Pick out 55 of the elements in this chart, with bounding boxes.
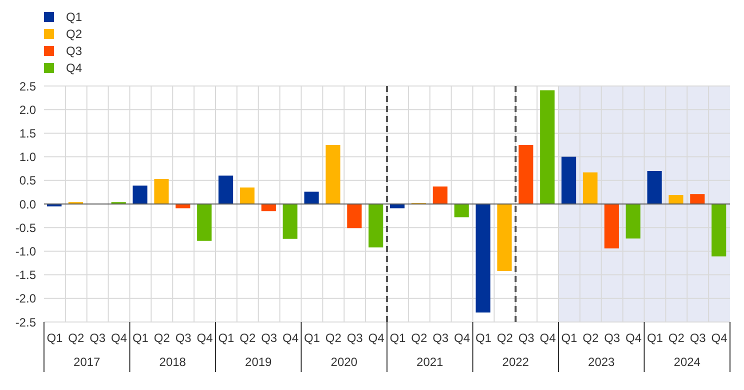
x-tick-label: Q3 — [690, 331, 706, 345]
x-tick-label: Q3 — [90, 331, 106, 345]
x-tick-label: Q2 — [496, 331, 514, 345]
x-tick-label: Q3 — [175, 331, 192, 345]
y-tick-label: 0.5 — [19, 174, 36, 188]
x-tick-label: Q1 — [304, 331, 320, 345]
text: 2021 — [416, 355, 444, 369]
x-tick-label: Q1 — [218, 331, 235, 345]
x-tick-label: Q4 — [540, 331, 556, 345]
y-tick-label: -1.5 — [15, 268, 36, 282]
text: 2022 — [502, 355, 530, 369]
x-tick-label: Q4 — [111, 331, 128, 345]
y-tick-label: -0.5 — [15, 220, 36, 235]
x-tick-label: Q1 — [646, 331, 664, 345]
x-tick-label: Q1 — [46, 331, 64, 345]
x-tick-label: Q3 — [604, 331, 620, 345]
x-tick-label: Q4 — [626, 331, 642, 345]
y-tick-label: 2.5 — [19, 79, 36, 94]
text: 2020 — [330, 355, 358, 369]
x-tick-label: Q2 — [668, 331, 685, 345]
legend-label: Q2 — [66, 26, 82, 40]
text: 2023 — [588, 355, 616, 369]
x-tick-label: Q4 — [711, 331, 728, 345]
x-tick-label: Q4 — [282, 331, 299, 345]
x-tick-label: Q2 — [240, 331, 256, 345]
x-tick-label: Q3 — [432, 331, 449, 345]
x-tick-label: Q2 — [68, 331, 84, 345]
text: 2019 — [245, 355, 272, 369]
x-tick-label: Q4 — [196, 331, 214, 345]
legend-label: Q3 — [66, 44, 82, 58]
x-tick-label: Q4 — [368, 331, 385, 345]
text: 2024 — [674, 355, 701, 369]
legend-label: Q1 — [66, 10, 82, 24]
legend-label: Q4 — [66, 60, 82, 74]
x-tick-label: Q3 — [261, 331, 278, 345]
x-tick-label: Q1 — [561, 331, 578, 345]
y-tick-label: 2.0 — [19, 102, 36, 117]
text: 2017 — [74, 355, 101, 369]
y-tick-label: -2.5 — [15, 315, 36, 330]
y-tick-label: 1.0 — [19, 150, 36, 164]
x-tick-label: Q2 — [325, 331, 342, 345]
y-tick-label: -1.0 — [15, 244, 36, 258]
y-tick-label: 0.0 — [19, 197, 36, 212]
text: 2018 — [159, 355, 186, 369]
x-tick-label: Q3 — [518, 331, 535, 345]
x-tick-label: Q2 — [411, 331, 428, 345]
y-tick-label: 1.5 — [19, 126, 36, 140]
x-tick-label: Q2 — [154, 331, 170, 345]
x-tick-label: Q4 — [454, 331, 470, 345]
x-tick-label: Q1 — [390, 331, 406, 345]
y-tick-label: -2.0 — [15, 292, 36, 306]
x-tick-label: Q3 — [346, 331, 364, 345]
x-tick-label: Q2 — [582, 331, 599, 345]
x-tick-label: Q1 — [132, 331, 149, 345]
x-tick-label: Q1 — [475, 331, 492, 345]
